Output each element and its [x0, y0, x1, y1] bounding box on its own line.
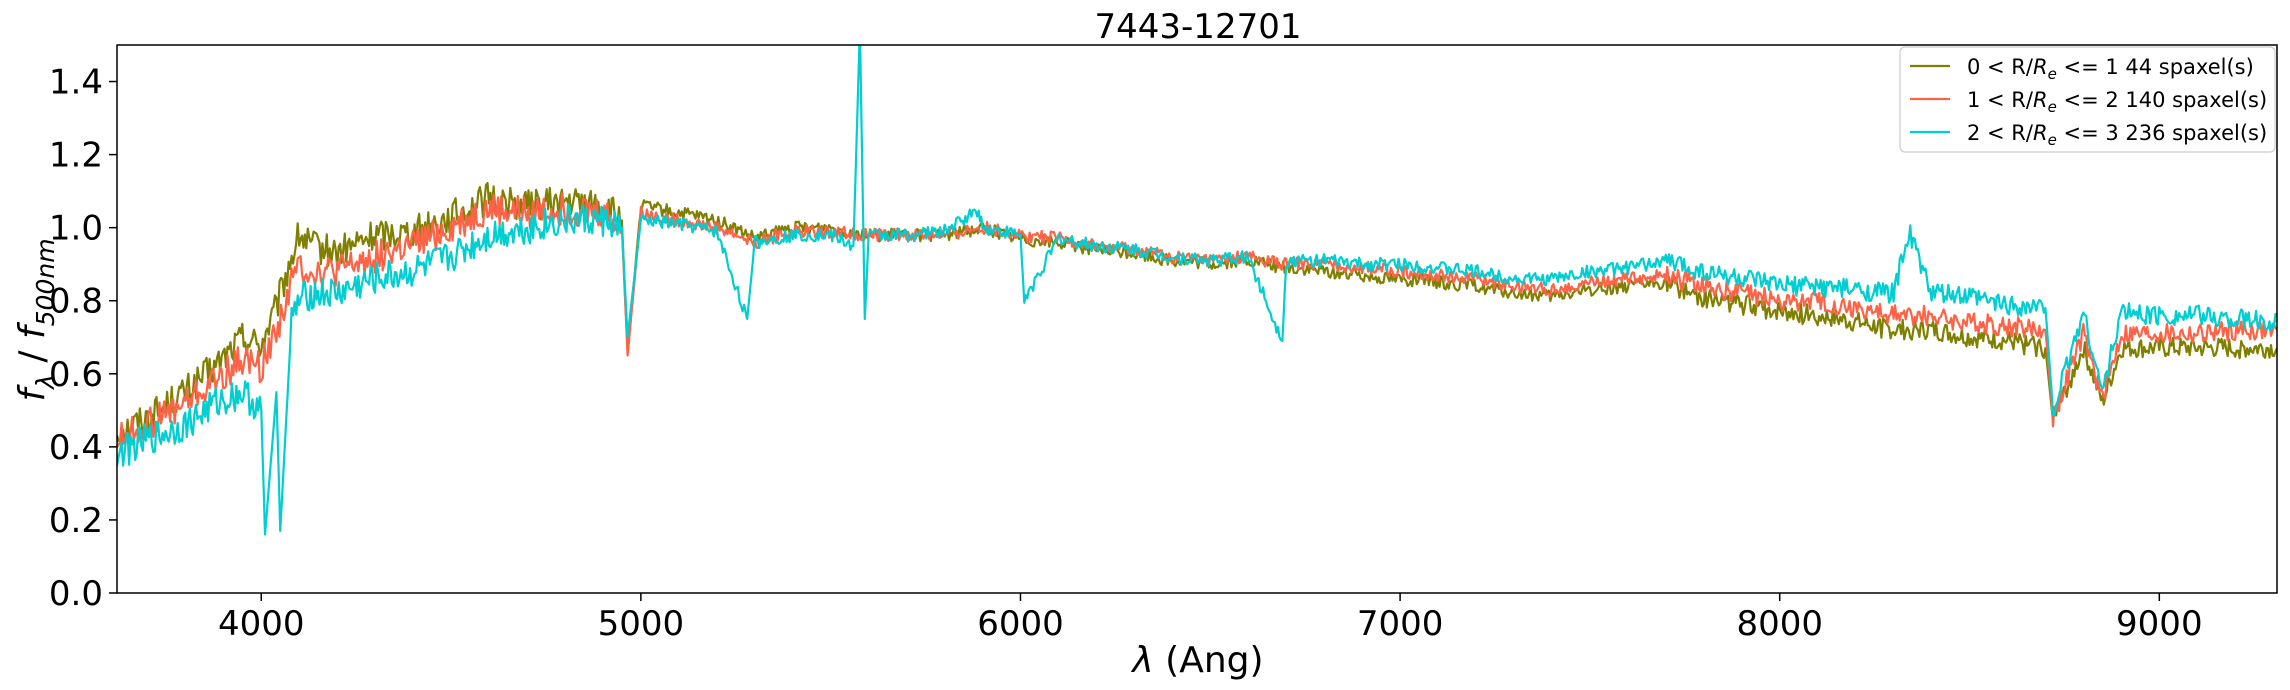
x-tick-label: 8000 — [1736, 604, 1823, 644]
legend-label-1: 0 < R/Re <= 1 44 spaxel(s) — [1967, 55, 2254, 83]
legend-label-3: 2 < R/Re <= 3 236 spaxel(s) — [1967, 121, 2267, 149]
plot-frame — [116, 44, 2278, 594]
series-line-3 — [117, 45, 2277, 536]
y-tick-label: 0.0 — [49, 574, 103, 614]
x-tick-label: 7000 — [1357, 604, 1444, 644]
y-tick-label: 1.0 — [49, 209, 103, 249]
legend-box — [1899, 46, 2276, 153]
x-axis: 4000 5000 6000 7000 8000 9000 — [218, 593, 2203, 644]
series-line-2 — [117, 192, 2277, 449]
series-layer — [117, 45, 2277, 536]
y-axis: 0.0 0.2 0.4 0.6 0.8 1.0 1.2 1.4 — [49, 63, 117, 614]
x-tick-label: 5000 — [598, 604, 685, 644]
y-tick-label: 0.2 — [49, 501, 103, 541]
y-tick-label: 1.4 — [49, 63, 103, 103]
chart-title: 7443-12701 — [1095, 7, 1302, 47]
y-tick-label: 0.8 — [49, 282, 103, 322]
y-axis-label: fλ / f500nm — [12, 238, 60, 401]
x-tick-label: 9000 — [2116, 604, 2203, 644]
y-tick-label: 1.2 — [49, 136, 103, 176]
x-axis-label: λ (Ang) — [1130, 640, 1263, 681]
x-tick-label: 6000 — [977, 604, 1064, 644]
y-tick-label: 0.4 — [49, 428, 103, 468]
legend: 0 < R/Re <= 1 44 spaxel(s) 1 < R/Re <= 2 … — [1899, 46, 2276, 153]
x-tick-label: 4000 — [218, 604, 305, 644]
y-tick-label: 0.6 — [49, 355, 103, 395]
series-line-1 — [117, 181, 2277, 445]
legend-label-2: 1 < R/Re <= 2 140 spaxel(s) — [1967, 88, 2267, 116]
